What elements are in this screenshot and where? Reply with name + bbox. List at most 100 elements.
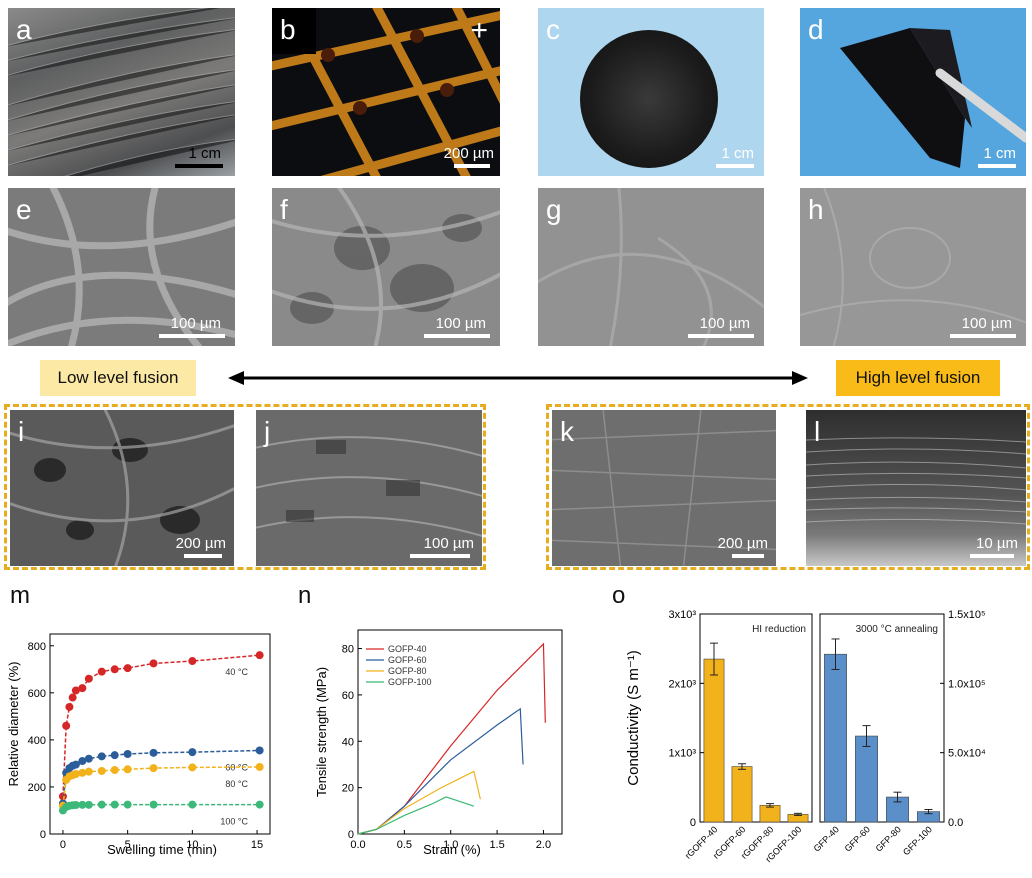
scale-text-d: 1 cm <box>983 145 1016 162</box>
m-ytick-label: 400 <box>28 735 46 747</box>
panel-b-photo: b + 200 µm <box>272 8 500 176</box>
n-ytick-label: 20 <box>342 783 354 795</box>
n-frame <box>357 629 563 835</box>
o-category-label: GFP-60 <box>843 824 872 853</box>
m-point <box>255 651 264 660</box>
panel-k-sem: k 200 µm <box>552 410 776 566</box>
panel-c-photo: c 1 cm <box>538 8 764 176</box>
scale-bar-k <box>732 554 764 558</box>
o-bar <box>824 653 847 823</box>
m-xtick-label: 15 <box>251 839 263 851</box>
panel-b-label-box <box>272 8 316 54</box>
o-ytick-label: 2x10³ <box>668 678 696 690</box>
panel-e-sem: e 100 µm <box>8 188 235 346</box>
o-panel-title: HI reduction <box>752 624 806 635</box>
m-point <box>65 702 74 711</box>
o-ytick-label: 3x10³ <box>668 609 696 621</box>
m-point <box>255 746 264 755</box>
m-series-label: 100 °C <box>220 817 248 827</box>
scale-text-a: 1 cm <box>188 145 221 162</box>
o-bar <box>855 735 878 823</box>
scale-text-g: 100 µm <box>699 315 750 332</box>
film-sample <box>840 28 1026 168</box>
m-point <box>97 752 106 761</box>
n-series-line <box>357 707 524 835</box>
scale-bar-c <box>716 164 754 168</box>
panel-label-c: c <box>546 14 560 45</box>
fiber-texture <box>8 8 235 176</box>
panel-label-f: f <box>280 194 288 225</box>
scale-bar-b <box>454 164 490 168</box>
m-point <box>188 748 197 757</box>
n-ytick-label: 60 <box>342 690 354 702</box>
panel-label-g: g <box>546 194 562 225</box>
panel-a-photo: a 1 cm <box>8 8 235 176</box>
n-series-line <box>357 642 546 835</box>
scale-text-e: 100 µm <box>170 315 221 332</box>
m-xtick-label: 5 <box>125 839 131 851</box>
panel-h-sem: h 100 µm <box>800 188 1026 346</box>
sem-fibers-h <box>800 188 1026 346</box>
m-xtick-label: 0 <box>60 839 66 851</box>
panel-l-sem: l 10 µm <box>806 410 1026 566</box>
panel-i-sem: i 200 µm <box>10 410 234 566</box>
chart-label-n: n <box>298 582 312 609</box>
n-xtick-label: 0.0 <box>350 839 365 851</box>
fusion-arrow <box>228 371 808 385</box>
m-point <box>78 757 87 766</box>
o-category-label: GFP-40 <box>812 824 841 853</box>
scale-bar-g <box>688 334 754 338</box>
o-bar <box>703 658 725 823</box>
m-point <box>84 800 93 809</box>
panel-f-sem: f 100 µm <box>272 188 500 346</box>
m-point <box>255 800 264 809</box>
sem-texture-k <box>552 410 776 566</box>
m-point <box>97 667 106 676</box>
crosshair-icon: + <box>470 14 488 47</box>
m-point <box>188 800 197 809</box>
m-point <box>78 800 87 809</box>
panel-label-j: j <box>264 416 271 447</box>
panel-label-d: d <box>808 14 824 45</box>
o-panel-title: 3000 °C annealing <box>856 624 938 635</box>
m-point <box>84 674 93 683</box>
layered-cross-section <box>806 437 1026 525</box>
m-ytick-label: 800 <box>28 641 46 653</box>
scale-text-i: 200 µm <box>175 535 226 552</box>
o-ytick-label: 1.5x10⁵ <box>948 609 986 621</box>
n-ytick-label: 0 <box>348 829 354 841</box>
m-point <box>97 800 106 809</box>
n-xtick-label: 2.0 <box>536 839 551 851</box>
o-category-label: GFP-100 <box>901 824 934 857</box>
m-point <box>84 767 93 776</box>
chart-label-o: o <box>612 582 626 609</box>
m-point <box>188 657 197 666</box>
m-point <box>68 693 77 702</box>
o-category-label: GFP-80 <box>874 824 903 853</box>
scale-text-h: 100 µm <box>961 315 1012 332</box>
n-ytick-label: 40 <box>342 736 354 748</box>
m-point <box>62 721 71 730</box>
m-xlabel: Swelling time (min) <box>107 842 217 857</box>
high-fusion-label: High level fusion <box>836 360 1000 396</box>
n-xtick-label: 1.0 <box>443 839 458 851</box>
scale-text-f: 100 µm <box>435 315 486 332</box>
sem-texture-j <box>256 436 482 537</box>
m-ytick-label: 200 <box>28 782 46 794</box>
m-point <box>149 748 158 757</box>
n-xtick-label: 1.5 <box>489 839 504 851</box>
o-frame <box>699 613 813 823</box>
m-point <box>188 763 197 772</box>
scale-bar-l <box>970 554 1014 558</box>
o-ylabel: Conductivity (S m⁻¹) <box>625 650 642 785</box>
scale-bar-d <box>978 164 1016 168</box>
m-series-label: 40 °C <box>225 667 248 677</box>
scale-bar-i <box>184 554 222 558</box>
n-legend-label: GOFP-80 <box>388 666 427 676</box>
m-point <box>110 766 119 774</box>
scale-text-l: 10 µm <box>976 535 1018 552</box>
panel-label-h: h <box>808 194 824 225</box>
disk-sample <box>580 30 718 168</box>
o-bar <box>731 766 753 823</box>
